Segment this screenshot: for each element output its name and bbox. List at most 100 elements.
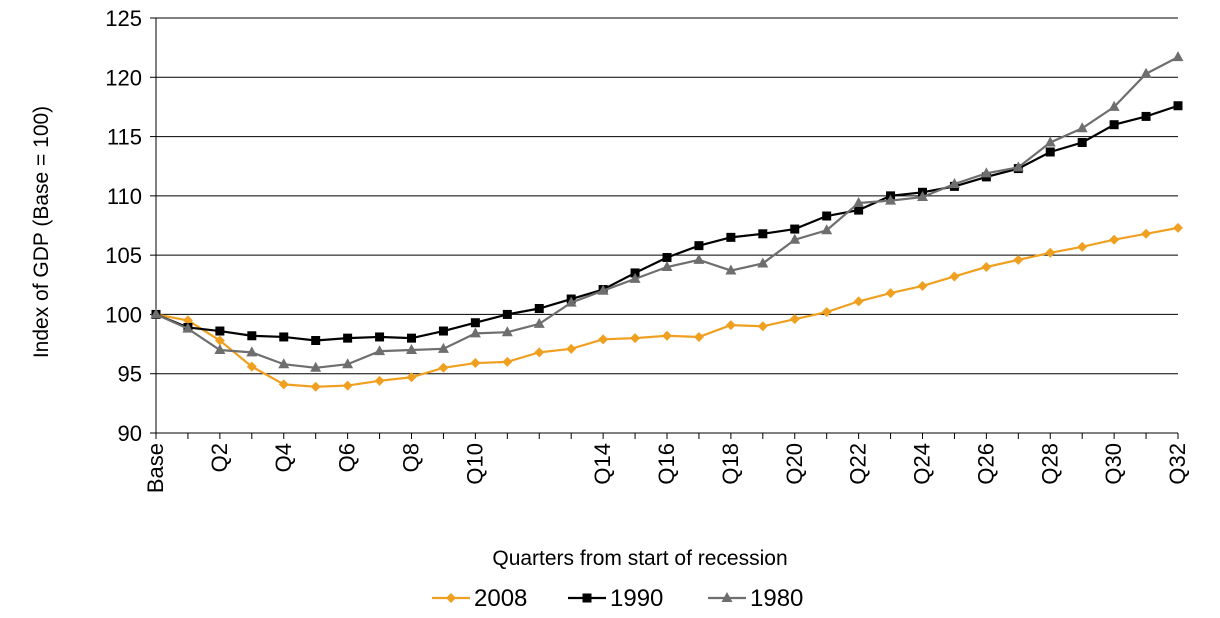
data-point-1990 (822, 211, 832, 221)
x-tick-label: Q30 (1101, 443, 1126, 485)
data-point-2008 (693, 331, 704, 342)
data-point-1990 (790, 224, 800, 234)
data-point-1980 (1108, 100, 1120, 111)
data-point-2008 (1109, 234, 1120, 245)
y-tick-label: 90 (118, 421, 142, 446)
data-point-1990 (375, 332, 385, 342)
data-point-1980 (406, 344, 417, 354)
data-point-2008 (214, 335, 225, 346)
data-point-2008 (630, 333, 641, 344)
x-axis-title: Quarters from start of recession (492, 547, 787, 570)
x-tick-label: Base (143, 443, 168, 493)
legend-swatch-marker (446, 593, 456, 603)
data-point-1990 (1173, 101, 1183, 111)
data-point-1990 (1077, 138, 1087, 147)
x-tick-label: Q22 (846, 443, 871, 485)
legend-label: 1980 (750, 585, 803, 612)
data-point-1990 (854, 205, 864, 215)
data-point-1980 (980, 167, 992, 178)
data-point-2008 (310, 381, 321, 392)
data-point-1980 (437, 342, 449, 353)
x-tick-label: Q8 (399, 443, 424, 472)
data-point-1990 (470, 318, 480, 328)
data-point-1990 (694, 241, 704, 251)
axes: 90 95 100 105 110 115 120 125 Base Q2 Q4 Q6 Q8 Q10 Q14… (105, 6, 1190, 493)
data-point-2008 (566, 343, 577, 354)
data-point-1980 (533, 317, 545, 328)
data-point-1980 (821, 224, 833, 235)
legend: 2008 1990 1980 (432, 585, 803, 612)
x-tick-label: Q14 (590, 443, 615, 485)
data-point-2008 (1045, 247, 1056, 258)
data-point-2008 (662, 330, 672, 341)
data-point-1990 (279, 332, 289, 342)
y-tick-label: 105 (105, 243, 142, 268)
data-point-1980 (1076, 122, 1088, 133)
x-tick-label: Q6 (335, 443, 360, 472)
data-point-1980 (917, 191, 928, 202)
legend-label: 1990 (610, 585, 663, 612)
data-point-1980 (278, 358, 290, 369)
legend-label: 2008 (474, 585, 527, 612)
data-point-1990 (215, 326, 225, 336)
data-point-2008 (1077, 241, 1088, 252)
data-point-1990 (407, 333, 416, 343)
data-point-2008 (534, 347, 545, 358)
y-tick-label: 125 (105, 6, 142, 31)
y-axis-title: Index of GDP (Base = 100) (30, 106, 53, 358)
x-tick-label: Q28 (1037, 443, 1062, 485)
x-tick-label: Q4 (271, 443, 296, 472)
y-tick-label: 115 (107, 125, 142, 150)
data-point-1990 (311, 336, 321, 346)
series-line-1990 (155, 104, 1179, 342)
gridlines (156, 17, 1178, 434)
data-point-1980 (150, 308, 162, 319)
data-point-1980 (597, 284, 609, 295)
data-point-2008 (885, 288, 896, 299)
data-point-1980 (853, 196, 865, 207)
legend-item-1980: 1980 (708, 585, 803, 612)
data-point-1990 (1109, 120, 1119, 130)
x-tick-label: Q24 (910, 443, 935, 485)
y-tick-label: 120 (105, 65, 142, 90)
data-point-1980 (469, 327, 481, 338)
data-point-1980 (789, 233, 801, 244)
series-2008 (151, 222, 1183, 392)
data-point-2008 (470, 358, 481, 369)
data-point-2008 (757, 321, 768, 332)
data-point-2008 (598, 334, 609, 345)
series-lines (150, 51, 1184, 392)
series-line-1980 (155, 56, 1179, 369)
x-tick-label: Q26 (973, 443, 998, 485)
data-point-2008 (342, 380, 353, 391)
data-point-1990 (758, 229, 768, 239)
x-tick-label: Q20 (782, 443, 807, 485)
series-1990 (151, 101, 1183, 346)
data-point-1980 (661, 261, 673, 271)
data-point-1980 (565, 296, 577, 307)
data-point-1980 (1140, 67, 1152, 78)
data-point-1980 (693, 253, 705, 264)
data-point-2008 (789, 314, 800, 325)
data-point-1980 (1044, 136, 1056, 147)
data-point-2008 (246, 361, 257, 372)
data-point-1980 (374, 345, 386, 356)
y-tick-label: 95 (118, 362, 142, 387)
x-tick-label: Q2 (207, 443, 232, 472)
data-point-2008 (725, 320, 736, 331)
data-point-2008 (1141, 228, 1152, 239)
data-point-1990 (438, 326, 448, 336)
data-point-2008 (502, 356, 513, 367)
data-point-1990 (247, 331, 257, 341)
data-point-1990 (534, 304, 544, 313)
data-point-2008 (438, 362, 449, 373)
data-point-1990 (1045, 147, 1055, 157)
data-point-2008 (374, 375, 385, 386)
data-point-2008 (917, 280, 928, 291)
legend-swatch-marker (721, 592, 733, 602)
data-point-1990 (1141, 111, 1151, 121)
data-point-1980 (885, 194, 897, 205)
data-point-1980 (757, 257, 769, 268)
data-point-1990 (502, 309, 512, 319)
